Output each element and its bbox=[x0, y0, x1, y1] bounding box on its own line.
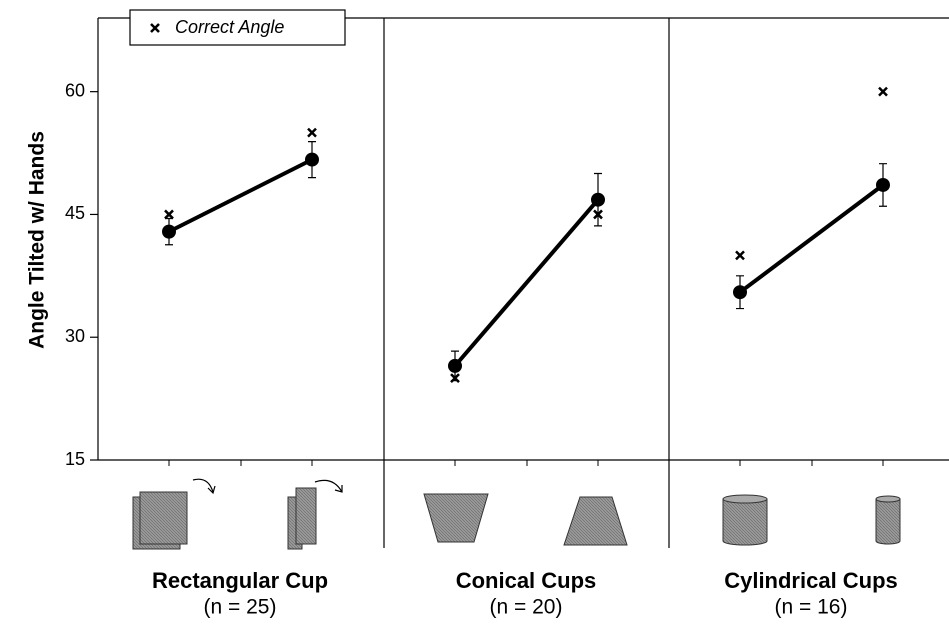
panel-title: Rectangular Cup bbox=[152, 568, 328, 593]
mean-line bbox=[740, 185, 883, 292]
cup-icons bbox=[133, 479, 900, 549]
chart: Angle Tilted w/ Hands Correct Angle 15 30… bbox=[0, 0, 949, 631]
correct-marker bbox=[165, 210, 173, 218]
correct-marker bbox=[736, 251, 744, 259]
legend-label: Correct Angle bbox=[175, 17, 284, 37]
y-tick-label: 45 bbox=[65, 203, 85, 223]
mean-point bbox=[876, 178, 890, 192]
panel-subtitle: (n = 20) bbox=[490, 596, 563, 619]
mean-point bbox=[733, 285, 747, 299]
y-tick-label: 60 bbox=[65, 80, 85, 100]
y-tick-label: 15 bbox=[65, 449, 85, 469]
correct-marker bbox=[879, 88, 887, 96]
panel-title: Cylindrical Cups bbox=[724, 568, 898, 593]
mean-point bbox=[591, 193, 605, 207]
mean-point bbox=[448, 359, 462, 373]
y-tick-label: 30 bbox=[65, 326, 85, 346]
panel-subtitle: (n = 25) bbox=[204, 596, 277, 619]
mean-line bbox=[169, 160, 312, 232]
panel-title: Conical Cups bbox=[456, 568, 597, 593]
mean-point bbox=[305, 153, 319, 167]
correct-marker bbox=[308, 129, 316, 137]
panel-subtitle: (n = 16) bbox=[775, 596, 848, 619]
mean-point bbox=[162, 225, 176, 239]
y-axis-label: Angle Tilted w/ Hands bbox=[26, 131, 49, 349]
mean-line bbox=[455, 200, 598, 366]
